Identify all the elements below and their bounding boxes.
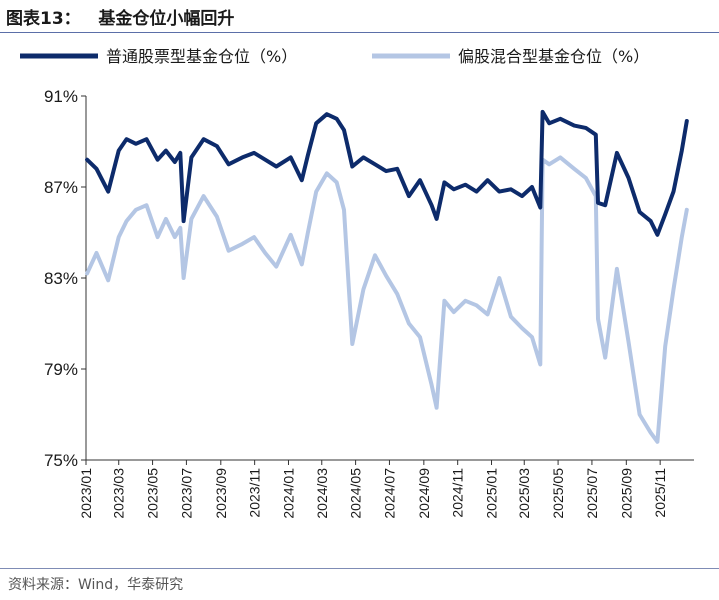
x-tick-label: 2025/09 <box>618 468 634 519</box>
x-tick-label: 2024/01 <box>280 468 296 519</box>
x-tick-label: 2025/05 <box>550 468 566 519</box>
line-chart: 75% 79% 83% 87% 91% 2023/01 2023/03 2023/05 2023… <box>20 47 694 519</box>
x-tick-label: 2023/01 <box>78 468 94 519</box>
x-tick-label: 2025/07 <box>584 468 600 519</box>
x-tick-label: 2023/03 <box>111 468 127 519</box>
figure-title: 图表13： 基金仓位小幅回升 <box>6 9 235 29</box>
x-tick-label: 2024/07 <box>381 468 397 519</box>
x-tick-label: 2024/09 <box>416 468 432 519</box>
x-tick-label: 2024/11 <box>450 468 466 518</box>
x-tick-label: 2023/07 <box>178 468 194 519</box>
y-tick-label: 87% <box>44 178 78 197</box>
x-tick-label: 2023/05 <box>145 468 161 519</box>
x-tick-label: 2023/11 <box>247 468 263 518</box>
y-tick-label: 79% <box>44 360 78 379</box>
legend-label-1: 普通股票型基金仓位（%） <box>106 47 297 66</box>
x-tick-label: 2024/05 <box>348 468 364 519</box>
x-tick-label: 2025/01 <box>484 468 500 519</box>
x-tick-label: 2023/09 <box>213 468 229 519</box>
source-note: 资料来源：Wind，华泰研究 <box>8 577 184 593</box>
title-divider <box>0 32 719 33</box>
x-tick-label: 2024/03 <box>314 468 330 519</box>
series-line-2 <box>85 155 689 444</box>
source-divider <box>0 568 719 569</box>
y-tick-label: 83% <box>44 269 78 288</box>
x-tick-label: 2025/11 <box>652 468 668 518</box>
y-tick-label: 75% <box>44 451 78 470</box>
series-line-1 <box>85 109 689 237</box>
x-tick-label: 2025/03 <box>516 468 532 519</box>
y-tick-label: 91% <box>44 87 78 106</box>
legend-label-2: 偏股混合型基金仓位（%） <box>458 47 649 66</box>
